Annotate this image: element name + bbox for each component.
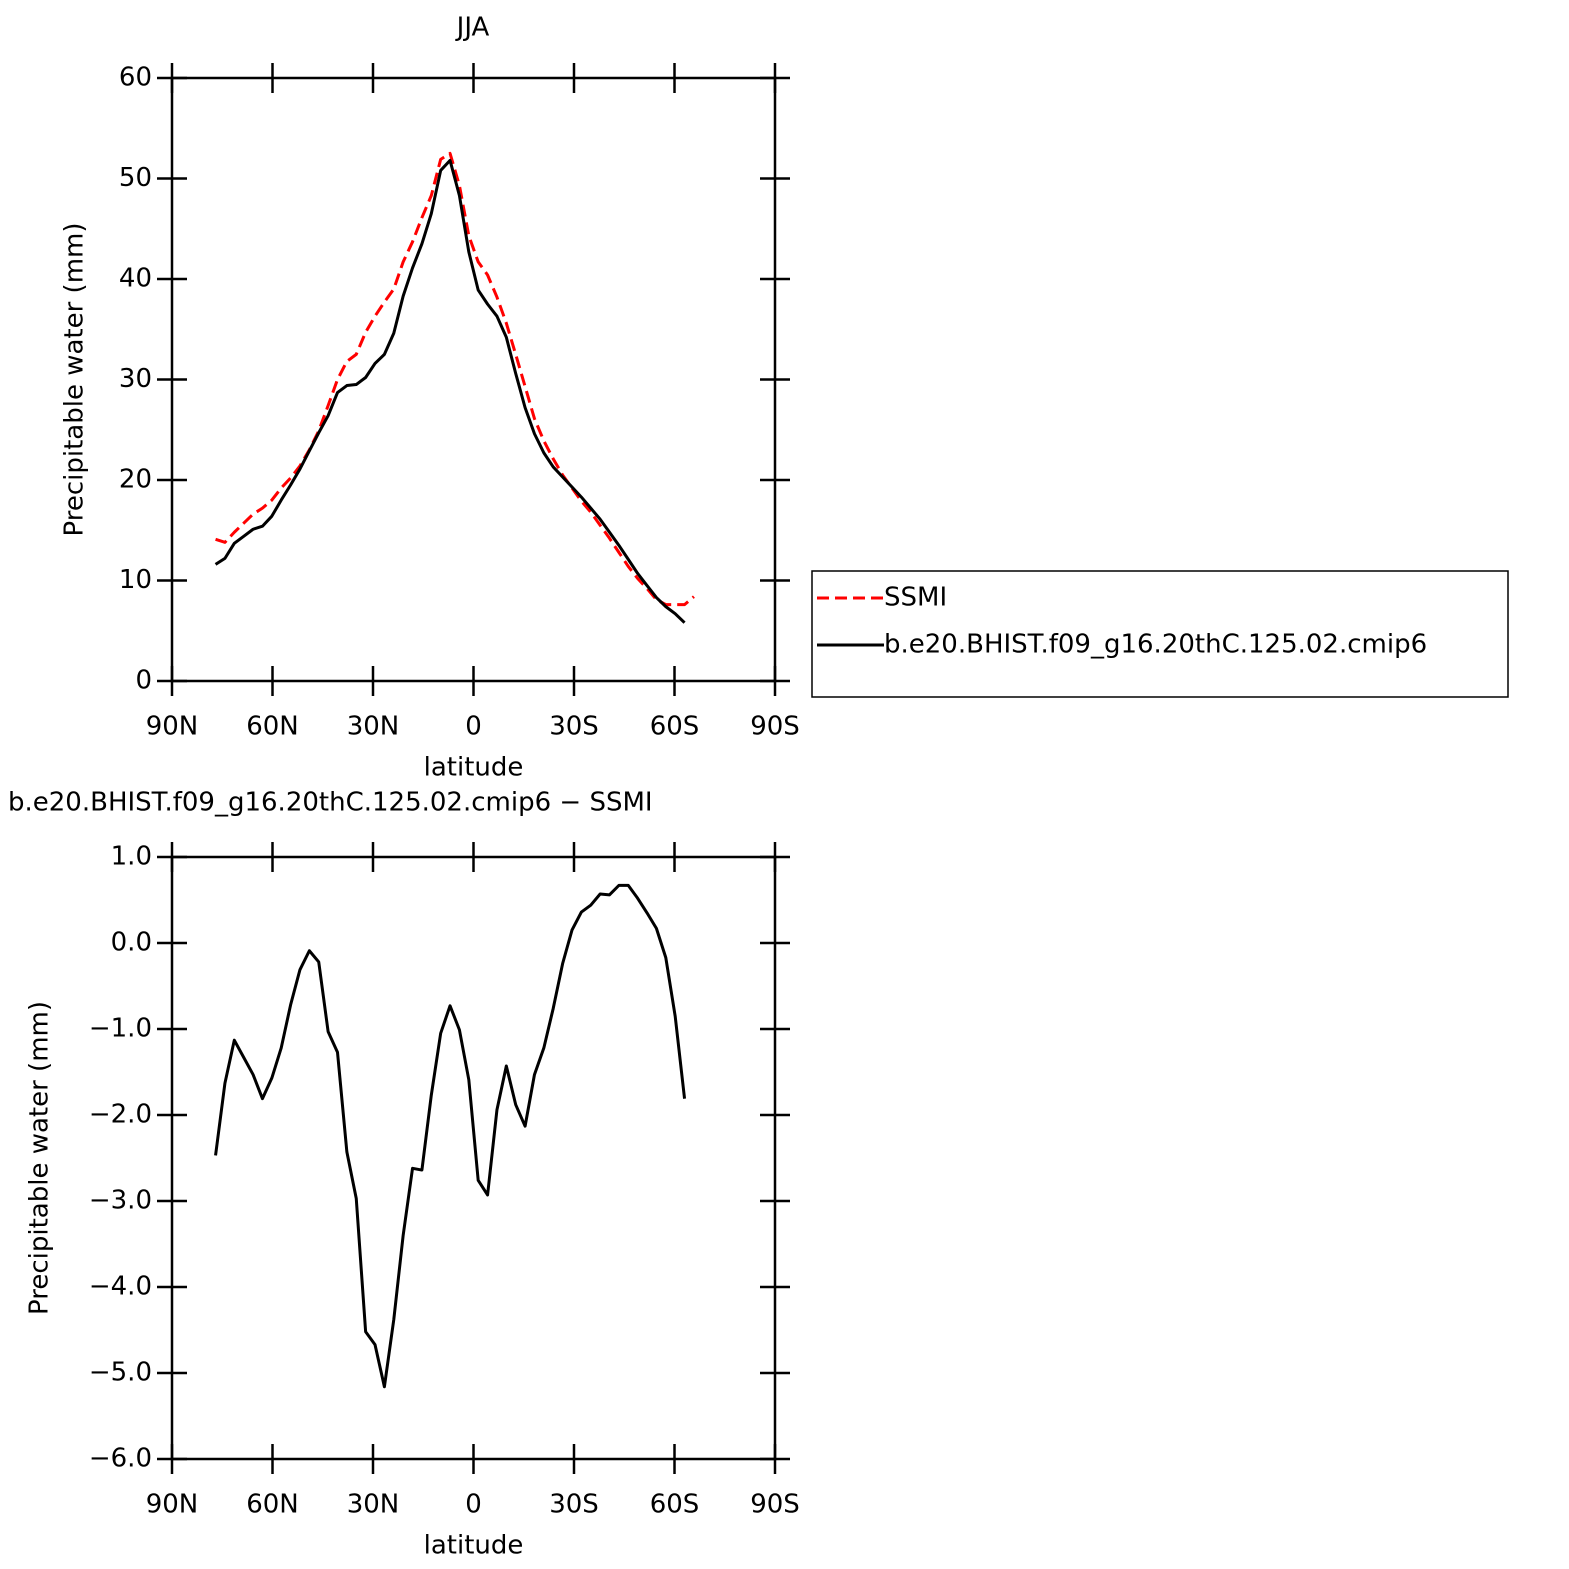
data-line [214, 883, 687, 1389]
y-axis-label: Precipitable water (mm) [25, 1001, 55, 1315]
y-tick-label: 0.0 [111, 928, 152, 958]
y-tick-label: 50 [119, 163, 152, 193]
x-tick-label: 60N [246, 1490, 299, 1520]
x-tick-label: 30N [347, 1490, 400, 1520]
x-tick-label: 0 [465, 1490, 482, 1520]
y-tick-label: −3.0 [89, 1186, 152, 1216]
x-tick-label: 60S [650, 1490, 700, 1520]
x-tick-label: 90N [146, 712, 199, 742]
x-tick-label: 0 [465, 712, 482, 742]
y-tick-label: 40 [119, 264, 152, 294]
plot-frame [170, 855, 777, 1461]
plot-frame [170, 76, 777, 683]
y-tick-label: 30 [119, 364, 152, 394]
y-tick-label: −6.0 [89, 1444, 152, 1474]
y-tick-label: −4.0 [89, 1272, 152, 1302]
x-tick-label: 90N [146, 1490, 199, 1520]
y-tick-label: 1.0 [111, 842, 152, 872]
x-axis-label: latitude [424, 753, 524, 783]
y-tick-label: 10 [119, 565, 152, 595]
legend-box [811, 570, 1509, 698]
x-axis-label: latitude [424, 1531, 524, 1561]
y-tick-label: −2.0 [89, 1100, 152, 1130]
legend-label: b.e20.BHIST.f09_g16.20thC.125.02.cmip6 [884, 630, 1427, 660]
legend-label: SSMI [884, 583, 947, 613]
y-tick-label: 0 [135, 666, 152, 696]
x-tick-label: 30S [549, 1490, 599, 1520]
y-axis-label: Precipitable water (mm) [60, 223, 90, 537]
y-tick-label: −5.0 [89, 1358, 152, 1388]
y-tick-label: −1.0 [89, 1014, 152, 1044]
y-tick-label: 60 [119, 63, 152, 93]
chart-title: JJA [455, 13, 490, 43]
x-tick-label: 60N [246, 712, 299, 742]
x-tick-label: 90S [750, 1490, 800, 1520]
data-line [214, 158, 686, 624]
chart-title: b.e20.BHIST.f09_g16.20thC.125.02.cmip6 −… [8, 788, 653, 818]
x-tick-label: 30S [549, 712, 599, 742]
x-tick-label: 30N [347, 712, 400, 742]
data-line [215, 151, 695, 607]
x-tick-label: 60S [650, 712, 700, 742]
x-tick-label: 90S [750, 712, 800, 742]
y-tick-label: 20 [119, 465, 152, 495]
